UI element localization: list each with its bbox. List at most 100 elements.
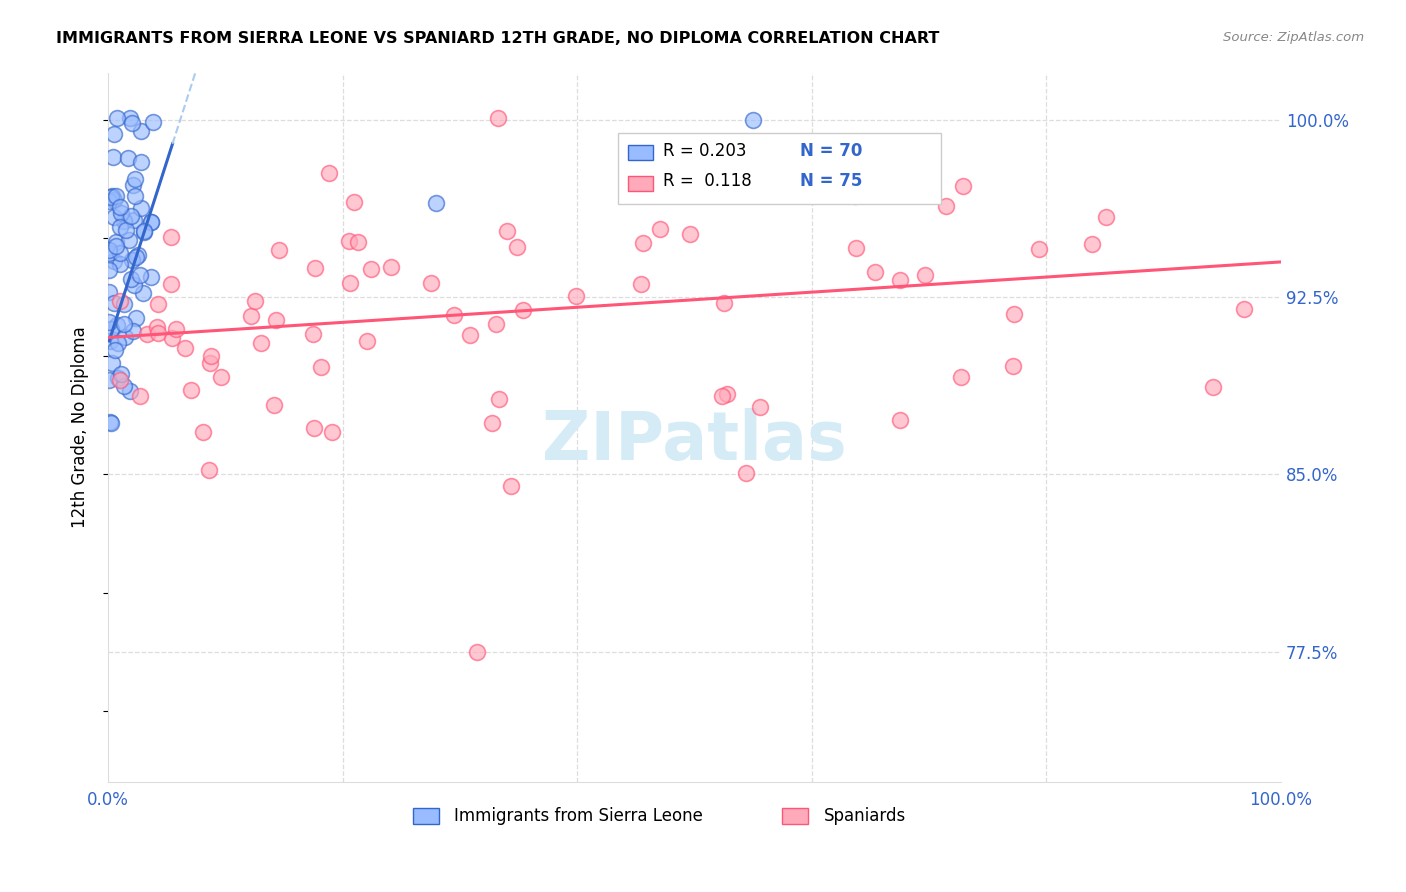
Point — [950, 370, 973, 384]
Point — [198, 356, 221, 370]
Point — [165, 322, 187, 336]
Point — [139, 215, 162, 229]
Point — [356, 334, 378, 349]
Point — [117, 151, 139, 165]
Point — [110, 206, 132, 220]
Point — [114, 330, 136, 344]
Point — [1001, 359, 1024, 373]
Point — [465, 645, 488, 659]
Point — [1081, 236, 1104, 251]
Point — [112, 213, 135, 227]
Point — [264, 312, 287, 326]
Point — [1002, 308, 1025, 322]
Point — [98, 315, 121, 329]
Text: R =  0.118: R = 0.118 — [662, 172, 752, 190]
Bar — [783, 808, 808, 824]
Point — [321, 425, 343, 439]
Point — [105, 235, 128, 250]
Point — [103, 253, 125, 268]
Point — [339, 234, 361, 248]
Point — [650, 221, 672, 235]
Point — [889, 413, 911, 427]
Point — [103, 296, 125, 310]
Point — [302, 326, 325, 341]
Point — [486, 111, 509, 125]
Point — [304, 260, 326, 275]
Point — [742, 113, 765, 128]
Point — [343, 194, 366, 209]
Point — [114, 297, 136, 311]
Point — [121, 116, 143, 130]
Point — [209, 370, 232, 384]
Point — [481, 417, 503, 431]
Point — [485, 318, 508, 332]
Bar — [413, 808, 439, 824]
Point — [124, 171, 146, 186]
Point — [250, 336, 273, 351]
Point — [488, 392, 510, 407]
Point — [120, 111, 142, 125]
Point — [112, 379, 135, 393]
Point — [506, 240, 529, 254]
Point — [108, 219, 131, 234]
Text: IMMIGRANTS FROM SIERRA LEONE VS SPANIARD 12TH GRADE, NO DIPLOMA CORRELATION CHAR: IMMIGRANTS FROM SIERRA LEONE VS SPANIARD… — [56, 31, 939, 46]
Point — [98, 334, 121, 348]
Point — [134, 224, 156, 238]
Point — [1202, 380, 1225, 394]
Point — [98, 415, 121, 429]
Point — [125, 311, 148, 326]
Point — [100, 189, 122, 203]
Point — [347, 235, 370, 250]
Point — [122, 212, 145, 227]
Point — [302, 420, 325, 434]
Point — [122, 278, 145, 293]
Point — [120, 272, 142, 286]
Point — [100, 356, 122, 370]
Point — [121, 252, 143, 267]
Point — [134, 225, 156, 239]
Bar — [627, 145, 654, 161]
Point — [748, 400, 770, 414]
Point — [1094, 210, 1116, 224]
Point — [129, 124, 152, 138]
Point — [141, 215, 163, 229]
Point — [139, 269, 162, 284]
Point — [1028, 242, 1050, 256]
Text: N = 75: N = 75 — [800, 172, 862, 190]
Point — [108, 373, 131, 387]
Point — [120, 384, 142, 398]
Point — [112, 317, 135, 331]
Point — [103, 127, 125, 141]
Text: Source: ZipAtlas.com: Source: ZipAtlas.com — [1223, 31, 1364, 45]
Point — [128, 268, 150, 283]
Point — [243, 294, 266, 309]
Point — [630, 277, 652, 291]
Point — [128, 389, 150, 403]
Point — [173, 341, 195, 355]
Text: ZIPatlas: ZIPatlas — [543, 409, 846, 475]
Point — [98, 373, 121, 387]
Point — [263, 398, 285, 412]
Point — [107, 335, 129, 350]
Point — [98, 243, 121, 257]
Point — [309, 359, 332, 374]
Text: N = 70: N = 70 — [800, 142, 862, 160]
Point — [495, 224, 517, 238]
Point — [108, 245, 131, 260]
Text: Spaniards: Spaniards — [824, 806, 905, 824]
Point — [124, 189, 146, 203]
Point — [120, 209, 142, 223]
Point — [499, 479, 522, 493]
Point — [105, 111, 128, 125]
Point — [845, 242, 868, 256]
Point — [122, 324, 145, 338]
Point — [631, 235, 654, 250]
Point — [318, 167, 340, 181]
Point — [129, 155, 152, 169]
Point — [200, 349, 222, 363]
Point — [1233, 301, 1256, 316]
Bar — [627, 176, 654, 191]
Point — [110, 367, 132, 381]
Point — [98, 263, 121, 277]
Point — [889, 273, 911, 287]
